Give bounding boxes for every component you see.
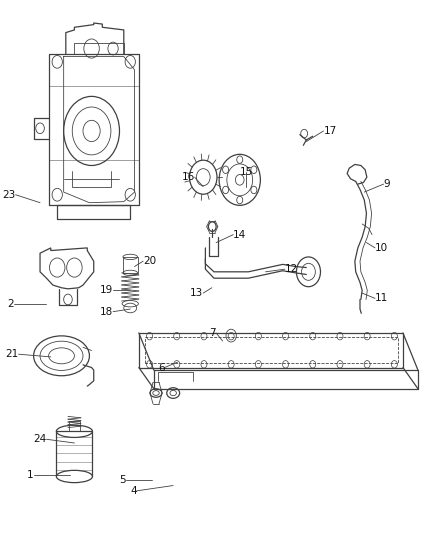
Text: 12: 12 [285,264,298,274]
Text: 21: 21 [5,349,18,359]
Text: 13: 13 [190,288,203,298]
Text: 5: 5 [119,475,126,485]
Text: 2: 2 [7,298,14,309]
Text: 7: 7 [209,328,216,338]
Text: 17: 17 [324,126,337,136]
Text: 11: 11 [375,293,388,303]
Text: 4: 4 [130,486,137,496]
Text: 9: 9 [384,179,390,189]
Text: 6: 6 [158,362,165,373]
Text: 18: 18 [100,306,113,317]
Text: 23: 23 [2,190,16,200]
Text: 1: 1 [27,470,34,480]
Text: 14: 14 [233,230,247,240]
Text: 10: 10 [375,243,388,253]
Text: 19: 19 [100,286,113,295]
Text: 16: 16 [181,172,194,182]
Text: 20: 20 [143,256,156,266]
Text: 15: 15 [240,167,253,177]
Text: 24: 24 [33,434,46,445]
